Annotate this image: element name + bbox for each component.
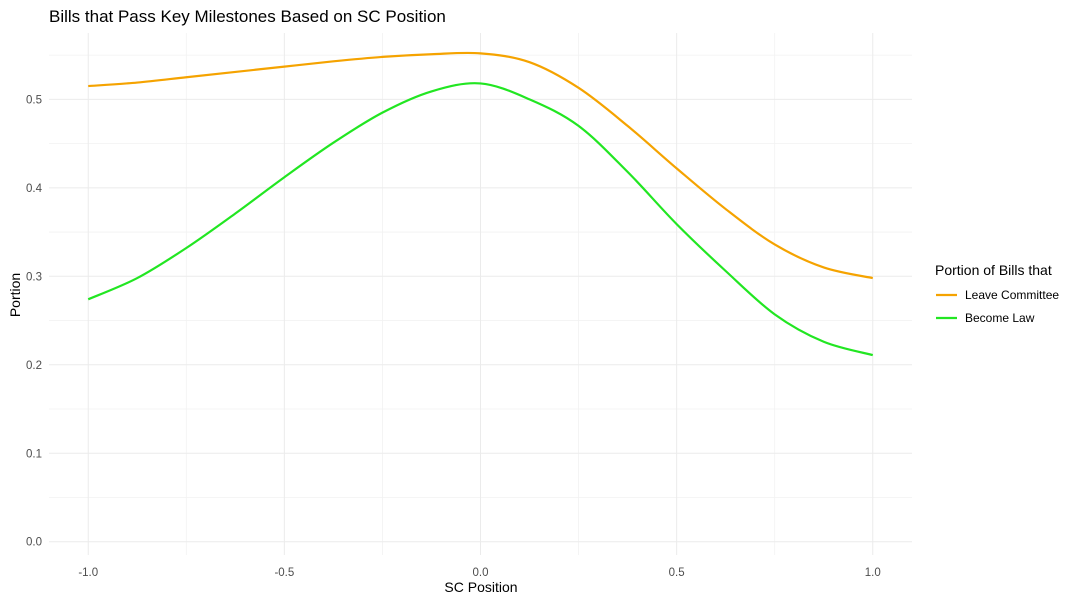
legend-label-leave-committee: Leave Committee	[965, 288, 1059, 302]
series-line-leave-committee	[88, 51, 874, 280]
y-tick-label: 0.3	[26, 271, 42, 283]
y-tick-label: 0.5	[26, 94, 42, 106]
legend-title: Portion of Bills that	[935, 262, 1052, 278]
legend-label-become-law: Become Law	[965, 311, 1035, 325]
legend-items: Leave Committee Become Law	[936, 288, 1059, 325]
legend-item-leave-committee: Leave Committee	[936, 288, 1059, 302]
y-tick-labels: 0.0 0.1 0.2 0.3 0.4 0.5	[26, 94, 43, 548]
y-tick-label: 0.4	[26, 183, 43, 195]
y-tick-label: 0.1	[26, 448, 42, 460]
x-tick-label: 0.5	[669, 567, 685, 579]
x-tick-label: 1.0	[865, 567, 881, 579]
x-tick-label: 0.0	[473, 567, 489, 579]
legend-item-become-law: Become Law	[936, 311, 1035, 325]
x-tick-labels: -1.0 -0.5 0.0 0.5 1.0	[78, 567, 880, 579]
x-axis-title: SC Position	[444, 579, 517, 595]
chart-title: Bills that Pass Key Milestones Based on …	[49, 7, 446, 26]
x-tick-label: -1.0	[78, 567, 98, 579]
legend: Portion of Bills that Leave Committee Bec…	[935, 262, 1059, 325]
series-line-become-law	[87, 82, 874, 357]
x-tick-label: -0.5	[274, 567, 294, 579]
major-grid	[49, 33, 912, 555]
series-lines	[87, 51, 874, 357]
y-axis-title: Portion	[7, 273, 23, 317]
y-tick-label: 0.2	[26, 360, 42, 372]
y-tick-label: 0.0	[26, 537, 42, 549]
